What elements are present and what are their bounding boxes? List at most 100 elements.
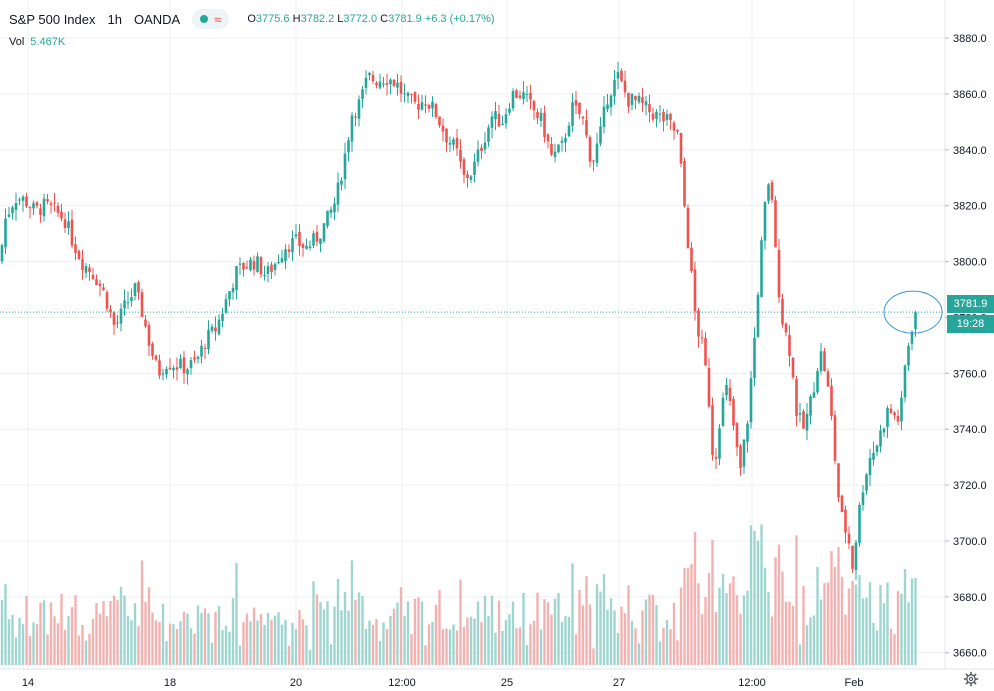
volume-bar [301,619,305,665]
volume-bar [319,602,322,665]
candle [161,368,165,381]
symbol-name[interactable]: S&P 500 Index [9,11,96,27]
candle-body [399,81,403,94]
candle [459,139,462,169]
candle-body [186,369,189,375]
volume-bar [805,625,809,665]
volume-bar [483,595,487,665]
volume-bar [490,595,494,665]
volume-bar [158,622,161,665]
candle [683,157,686,208]
volume-bar [277,612,280,665]
candle-body [714,456,718,459]
volume-bar [228,631,231,665]
volume-bar [462,626,466,665]
candle-body [648,103,651,113]
gear-icon[interactable] [963,671,979,687]
candle-body [242,262,245,270]
price-axis[interactable]: 3880.03860.03840.03820.03800.03780.03760… [945,33,987,660]
time-axis[interactable]: 14 18 20 12:00 25 27 12:00 Feb [22,677,864,689]
candle-body [4,218,7,248]
volume-bar [620,606,623,665]
volume-bar [553,598,557,665]
candle [658,104,662,123]
candle-body [336,182,340,205]
candle-body [452,139,455,145]
volume-bar [214,611,217,665]
candle-body [515,90,518,99]
candle [130,288,133,307]
candle [67,211,70,235]
candle [406,91,410,104]
volume-bar [875,630,879,665]
candle [525,86,529,102]
volume-bar [11,614,14,665]
volume-bar [18,617,21,665]
candle-body [746,423,749,442]
candle-body [518,95,522,98]
candle-body [728,387,732,402]
candle [473,153,476,183]
candle [56,202,60,217]
candle [592,160,595,172]
volume-bar [896,591,900,665]
volume-bar [203,608,207,665]
candle-body [245,267,249,269]
volume-bar [546,602,550,665]
volume-bar [497,600,501,665]
candle-body [133,283,137,296]
candle-body [193,357,196,360]
volume-bar [427,624,431,665]
candle-body [357,99,361,119]
candle [497,104,501,127]
candle [861,485,865,511]
chart-grid [0,0,945,669]
candle [665,109,669,126]
candle-body [896,415,900,422]
candle-body [833,415,837,461]
volume-bar [501,631,504,665]
volume-bar [347,610,350,665]
candle-body [641,97,644,104]
candle-body [382,83,385,85]
candle [249,256,252,272]
volume-bar [889,628,893,665]
volume-bar [886,582,889,665]
volume-bar [592,648,595,665]
volume-bar [795,535,798,665]
candle-body [189,360,193,369]
candle [882,427,886,438]
candle-body [39,208,42,216]
volume-bar [420,601,424,665]
price-tick-label: 3760.0 [953,368,987,380]
volume-bar [63,630,67,665]
candle [844,505,847,544]
candle [112,310,116,335]
candle-body [112,312,116,325]
candle-body [375,82,378,86]
candle-body [14,203,18,210]
candle [231,283,235,300]
volume-bar [476,601,480,665]
volume-bar [403,615,406,665]
volume-bar [623,613,627,665]
candle [494,101,497,131]
candle [644,95,648,116]
volume-bar [308,650,312,665]
candle [140,288,144,318]
interval-label[interactable]: 1h [107,11,122,27]
volume-bar [637,643,641,665]
volume-bar [578,589,581,665]
volume-bar [364,629,368,665]
volume-bar [186,613,189,665]
candle [875,444,879,457]
candle [833,410,837,465]
candle [725,378,728,401]
candle-body [889,408,893,413]
volume-bar [718,587,721,665]
status-toggle[interactable]: ≈ [192,9,230,29]
volume-bar [770,616,774,665]
candle-body [340,180,343,185]
candle [182,350,186,385]
